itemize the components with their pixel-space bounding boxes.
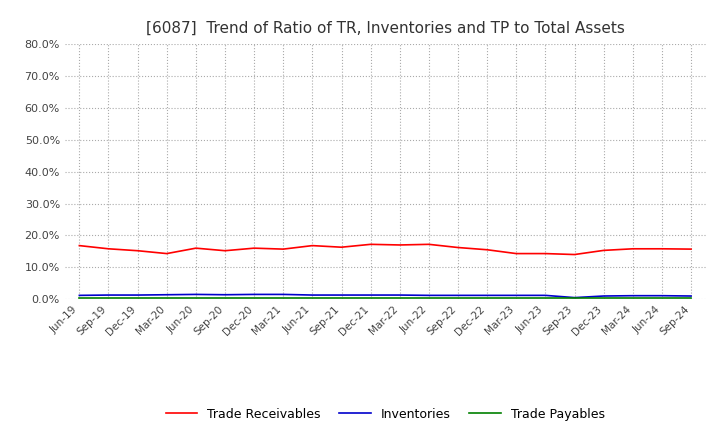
Trade Receivables [454, 245, 462, 250]
Inventories [541, 293, 550, 298]
Trade Receivables [395, 242, 404, 248]
Inventories [104, 293, 113, 298]
Inventories [250, 292, 258, 297]
Inventories [337, 293, 346, 298]
Inventories [657, 293, 666, 298]
Inventories [599, 293, 608, 299]
Trade Receivables [629, 246, 637, 251]
Trade Payables [337, 295, 346, 301]
Trade Receivables [512, 251, 521, 256]
Trade Payables [454, 295, 462, 301]
Inventories [454, 293, 462, 298]
Inventories [570, 295, 579, 300]
Inventories [220, 292, 229, 297]
Trade Payables [599, 295, 608, 301]
Trade Receivables [337, 245, 346, 250]
Trade Payables [512, 295, 521, 301]
Inventories [308, 293, 317, 298]
Trade Payables [657, 295, 666, 301]
Trade Receivables [133, 248, 142, 253]
Trade Receivables [192, 246, 200, 251]
Trade Receivables [308, 243, 317, 248]
Trade Receivables [483, 247, 492, 253]
Trade Payables [163, 295, 171, 301]
Inventories [629, 293, 637, 298]
Trade Receivables [75, 243, 84, 248]
Inventories [512, 293, 521, 298]
Trade Payables [104, 295, 113, 301]
Trade Payables [629, 295, 637, 301]
Inventories [279, 292, 287, 297]
Trade Payables [250, 295, 258, 301]
Trade Payables [220, 295, 229, 301]
Trade Receivables [163, 251, 171, 256]
Inventories [192, 292, 200, 297]
Trade Payables [308, 295, 317, 301]
Trade Receivables [425, 242, 433, 247]
Legend: Trade Receivables, Inventories, Trade Payables: Trade Receivables, Inventories, Trade Pa… [161, 403, 610, 425]
Trade Payables [75, 295, 84, 301]
Inventories [687, 293, 696, 299]
Trade Payables [483, 295, 492, 301]
Trade Payables [541, 295, 550, 301]
Trade Payables [687, 295, 696, 301]
Trade Payables [133, 295, 142, 301]
Trade Receivables [250, 246, 258, 251]
Trade Receivables [687, 246, 696, 252]
Trade Receivables [657, 246, 666, 251]
Inventories [395, 293, 404, 298]
Trade Receivables [220, 248, 229, 253]
Line: Inventories: Inventories [79, 294, 691, 297]
Trade Payables [279, 295, 287, 301]
Trade Receivables [570, 252, 579, 257]
Trade Receivables [599, 248, 608, 253]
Title: [6087]  Trend of Ratio of TR, Inventories and TP to Total Assets: [6087] Trend of Ratio of TR, Inventories… [145, 21, 625, 36]
Inventories [425, 293, 433, 298]
Inventories [366, 293, 375, 298]
Trade Payables [570, 295, 579, 301]
Line: Trade Receivables: Trade Receivables [79, 244, 691, 254]
Trade Payables [425, 295, 433, 301]
Inventories [483, 293, 492, 298]
Trade Receivables [104, 246, 113, 251]
Trade Payables [192, 295, 200, 301]
Trade Receivables [541, 251, 550, 256]
Inventories [75, 293, 84, 298]
Trade Receivables [279, 246, 287, 252]
Trade Payables [395, 295, 404, 301]
Inventories [163, 292, 171, 297]
Trade Receivables [366, 242, 375, 247]
Inventories [133, 293, 142, 298]
Trade Payables [366, 295, 375, 301]
